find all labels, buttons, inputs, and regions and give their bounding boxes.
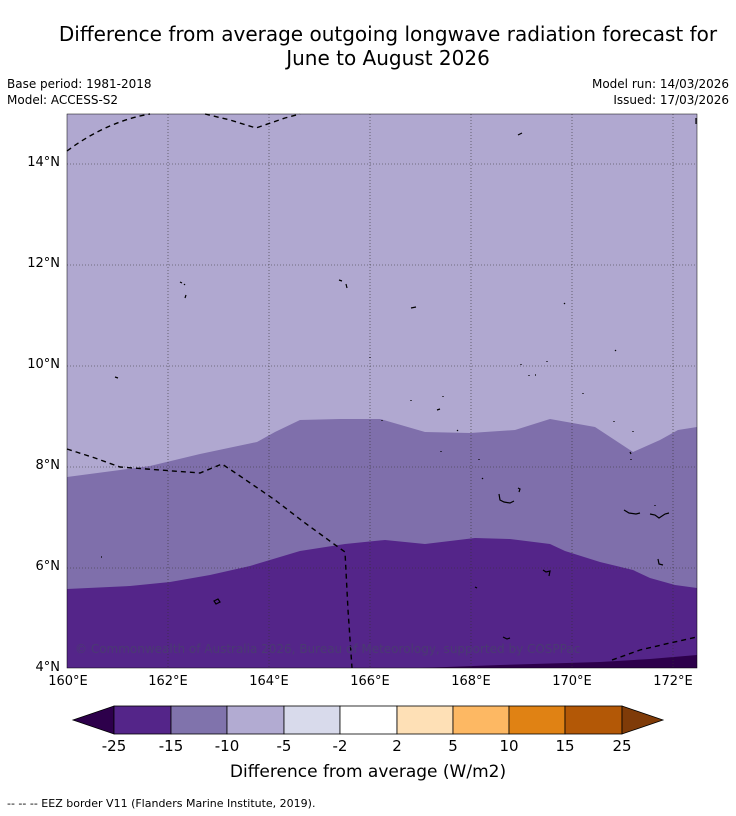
colorbar-swatch-3 (226, 705, 285, 735)
model-name: Model: ACCESS-S2 (7, 93, 119, 107)
lat-tick: 10°N (27, 357, 60, 372)
eez-borders (66, 113, 698, 669)
colorbar-label: Difference from average (W/m2) (229, 762, 507, 782)
lon-tick: 162°E (148, 674, 188, 689)
colorbar-tick: 2 (392, 737, 402, 755)
lon-tick: 166°E (350, 674, 390, 689)
colorbar-tick: 5 (448, 737, 458, 755)
map-frame (66, 113, 698, 669)
graticule (67, 114, 697, 668)
footnote-eez: -- -- -- EEZ border V11 (Flanders Marine… (7, 797, 316, 810)
lon-tick: 168°E (451, 674, 491, 689)
lon-tick: 160°E (48, 674, 88, 689)
colorbar-tick: 10 (499, 737, 519, 755)
colorbar-tick: -10 (214, 737, 240, 755)
colorbar-tick: -5 (276, 737, 292, 755)
colorbar-swatch-9 (564, 705, 623, 735)
lat-tick: 4°N (35, 660, 61, 675)
colorbar-tick: 25 (612, 737, 632, 755)
meta-right: Model run: 14/03/2026 Issued: 17/03/2026 (592, 76, 729, 108)
base-period: Base period: 1981-2018 (7, 77, 152, 91)
lat-tick: 14°N (27, 155, 60, 170)
lon-tick: 170°E (552, 674, 592, 689)
map-title: Difference from average outgoing longwav… (0, 22, 736, 70)
colorbar-swatch-4 (283, 705, 341, 735)
meta-left: Base period: 1981-2018 Model: ACCESS-S2 (7, 76, 152, 108)
colorbar-swatch-5 (339, 705, 398, 735)
colorbar-tick: 15 (555, 737, 575, 755)
islands (101, 118, 697, 640)
copyright-text: © Commonwealth of Australia 2026, Bureau… (75, 642, 580, 656)
model-run: Model run: 14/03/2026 (591, 77, 729, 91)
colorbar-tick: -25 (101, 737, 127, 755)
colorbar-tick: -15 (158, 737, 184, 755)
title-line-2: June to August 2026 (286, 46, 490, 70)
zone-dark (67, 538, 697, 668)
colorbar-swatch-1 (113, 705, 172, 735)
title-line-1: Difference from average outgoing longwav… (58, 22, 718, 46)
colorbar-low-arrow (71, 705, 115, 735)
lat-tick: 8°N (35, 458, 61, 473)
lat-tick: 12°N (27, 256, 60, 271)
colorbar-swatch-8 (508, 705, 566, 735)
colorbar-swatch-7 (452, 705, 510, 735)
lon-tick: 172°E (653, 674, 693, 689)
lat-tick: 6°N (35, 559, 61, 574)
colorbar-tick: -2 (332, 737, 348, 755)
colorbar-swatch-6 (396, 705, 454, 735)
colorbar-high-arrow (621, 705, 665, 735)
lon-tick: 164°E (249, 674, 289, 689)
colorbar (71, 705, 665, 735)
issued-date: Issued: 17/03/2026 (613, 93, 729, 107)
zone-darkest (420, 655, 697, 668)
colorbar-swatch-2 (170, 705, 228, 735)
